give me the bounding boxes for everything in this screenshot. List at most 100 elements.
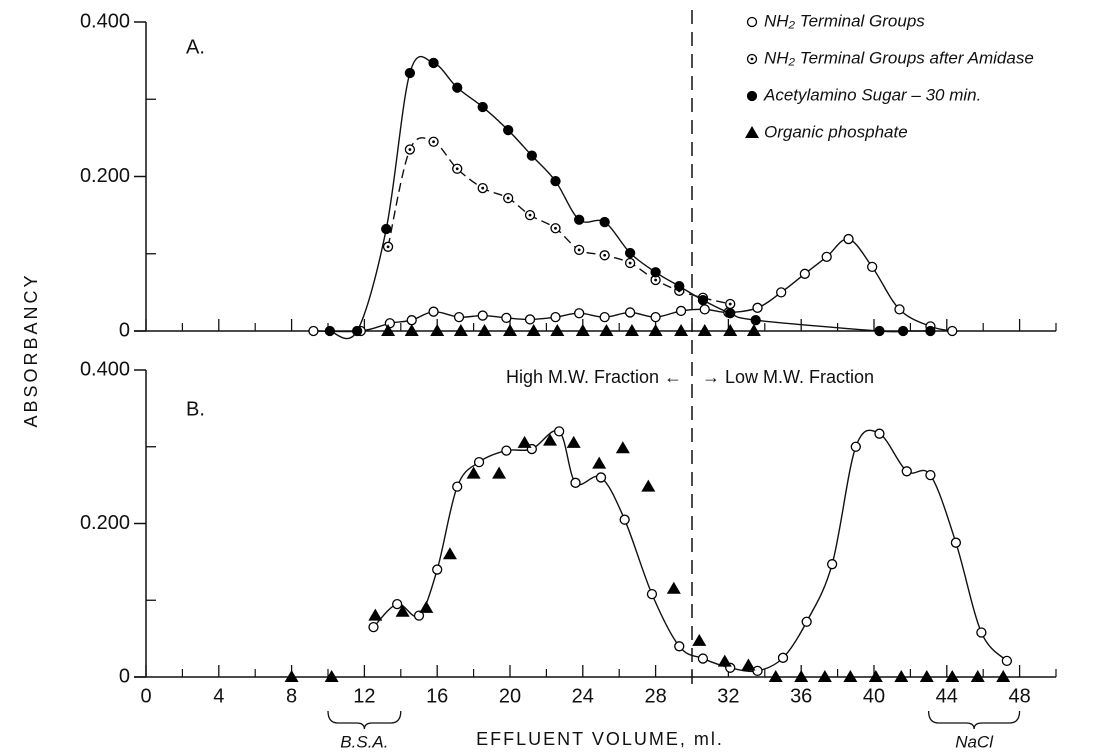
circle-marker	[553, 426, 565, 437]
triangle-marker	[894, 670, 909, 682]
data-point	[894, 304, 905, 315]
data-point	[413, 610, 425, 621]
circle-marker	[453, 311, 465, 323]
data-point	[650, 311, 661, 323]
circle-marker	[599, 216, 610, 228]
circle-marker	[746, 16, 758, 28]
data-point	[674, 324, 689, 336]
data-point	[776, 287, 787, 298]
circle-marker	[524, 314, 536, 325]
circle-marker	[392, 598, 403, 610]
legend-label: Acetylamino Sugar – 30 min.	[763, 85, 981, 104]
triangle-marker	[466, 466, 481, 479]
circle-marker	[874, 325, 885, 337]
circle-marker	[452, 82, 463, 93]
data-point	[641, 479, 656, 492]
legend-label: NH₂ Terminal Groups	[764, 11, 925, 30]
data-point	[382, 241, 394, 252]
data-point	[381, 324, 396, 336]
triangle-marker	[284, 670, 299, 682]
data-point	[550, 311, 561, 323]
data-point	[599, 250, 610, 261]
data-point	[650, 274, 661, 286]
y-tick-label: 0.200	[80, 512, 130, 534]
data-point	[284, 670, 299, 682]
x-tick-label: 48	[1008, 685, 1030, 707]
circle-dot	[432, 140, 435, 144]
data-point	[619, 514, 630, 525]
data-point	[794, 670, 809, 682]
data-point	[453, 311, 465, 323]
circle-marker	[850, 441, 861, 452]
circle-dot	[577, 248, 581, 252]
triangle-marker	[453, 324, 468, 336]
data-point	[697, 294, 709, 306]
data-point	[524, 314, 536, 325]
y-tick-label: 0.200	[80, 165, 130, 187]
data-point	[570, 477, 581, 488]
data-point	[477, 324, 492, 336]
fraction-label: High M.W. Fraction ←	[506, 367, 682, 387]
data-point	[674, 641, 685, 652]
circle-marker	[428, 57, 439, 69]
x-tick-label: 20	[499, 685, 521, 707]
data-point	[675, 305, 687, 317]
legend-label: NH₂ Terminal Groups after Amidase	[764, 48, 1034, 67]
panel-label: A.	[186, 36, 205, 58]
circle-marker	[570, 477, 581, 488]
triangle-marker	[404, 324, 419, 336]
data-point	[503, 192, 514, 204]
data-point	[526, 150, 537, 161]
circle-marker	[432, 564, 443, 575]
data-point	[308, 325, 319, 337]
circle-dot	[408, 148, 412, 151]
circle-marker	[746, 90, 758, 102]
data-point	[741, 658, 756, 671]
triangle-marker	[723, 324, 738, 336]
x-tick-label: 16	[426, 685, 448, 707]
triangle-marker	[666, 581, 681, 594]
circle-marker	[526, 150, 537, 161]
data-point	[947, 325, 958, 337]
data-point	[428, 57, 439, 69]
circle-marker	[619, 514, 630, 525]
triangle-marker	[575, 324, 590, 336]
data-point	[550, 223, 561, 234]
data-point	[395, 604, 410, 617]
data-point	[428, 306, 439, 317]
circle-marker	[646, 588, 658, 600]
circle-dot	[386, 245, 390, 249]
triangle-marker	[945, 670, 960, 682]
bracket	[327, 710, 402, 730]
triangle-marker	[746, 324, 761, 336]
circle-marker	[574, 308, 585, 319]
data-point	[452, 82, 463, 93]
triangle-marker	[592, 456, 607, 469]
circle-marker	[501, 312, 512, 324]
data-point	[543, 433, 558, 446]
data-point	[624, 257, 636, 269]
data-point	[746, 324, 761, 336]
data-point	[599, 324, 614, 336]
triangle-marker	[817, 670, 832, 682]
data-point	[324, 670, 339, 682]
legend-label: Organic phosphate	[764, 122, 908, 141]
circle-marker	[674, 641, 685, 652]
data-point	[919, 670, 934, 682]
circle-marker	[381, 223, 392, 235]
data-point	[442, 547, 457, 560]
circle-marker	[801, 616, 812, 627]
data-point	[674, 281, 685, 292]
circle-marker	[947, 325, 958, 337]
triangle-marker	[368, 608, 383, 621]
data-point	[945, 670, 960, 682]
data-point	[650, 267, 661, 278]
data-point	[574, 244, 585, 256]
legend-marker	[746, 16, 758, 28]
circle-marker	[752, 302, 763, 313]
series-line	[387, 137, 731, 305]
data-point	[717, 654, 732, 667]
fraction-label: → Low M.W. Fraction	[702, 367, 874, 387]
circle-marker	[1001, 655, 1013, 667]
